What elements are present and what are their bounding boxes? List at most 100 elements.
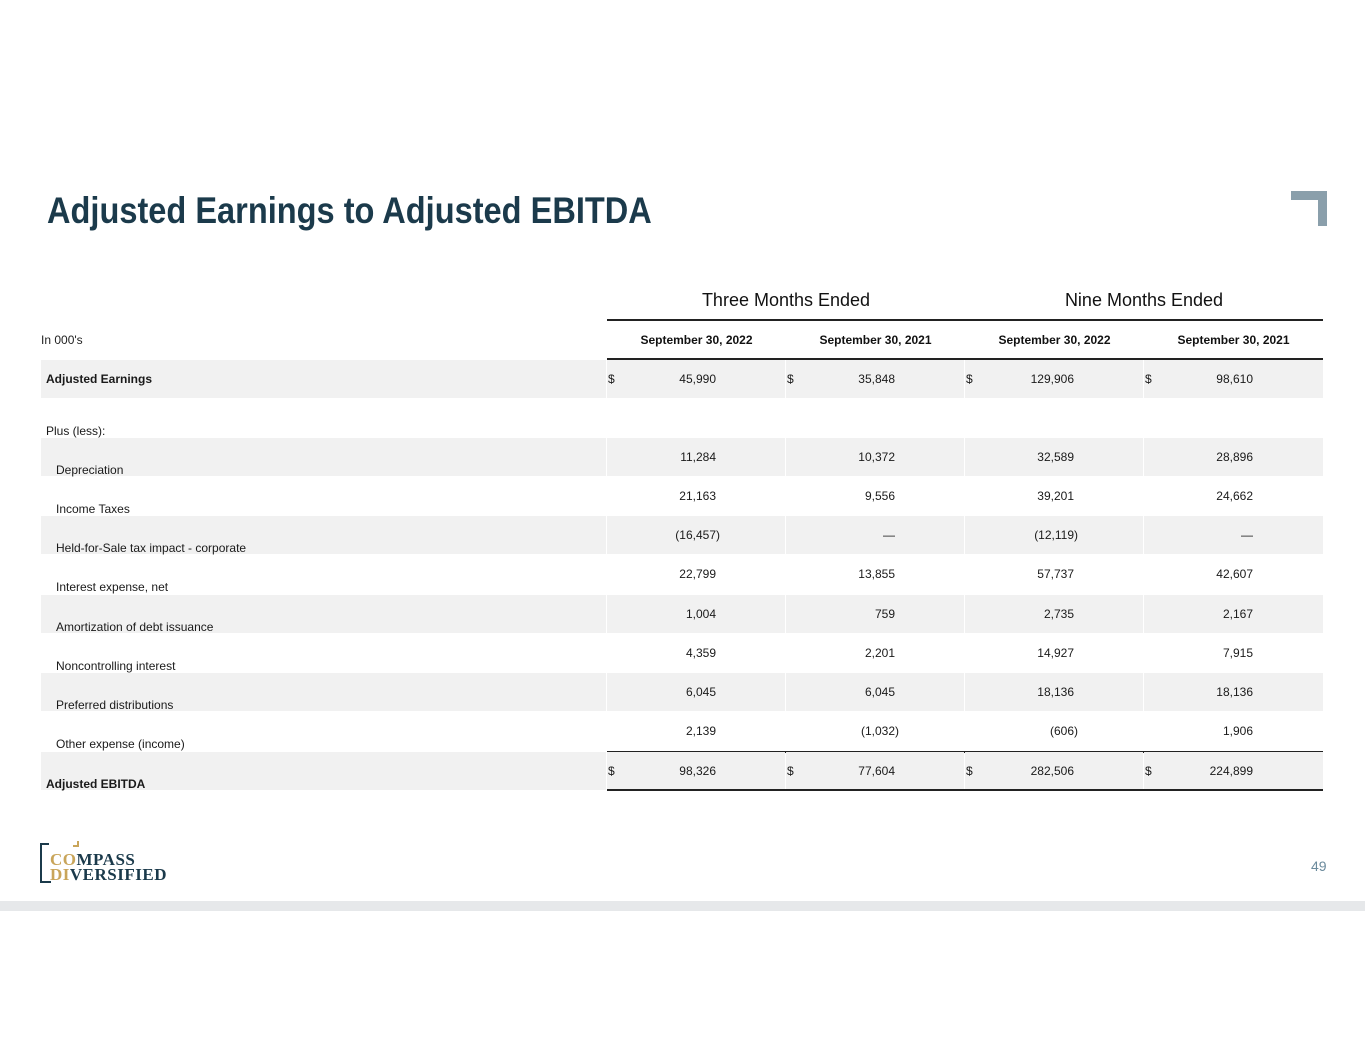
- section-label: Plus (less):: [46, 424, 106, 438]
- table-cell: —: [1144, 516, 1323, 554]
- cell-value: 11,284: [680, 450, 716, 464]
- table-cell: 32,589: [965, 438, 1144, 476]
- table-cell: 6,045: [607, 673, 786, 711]
- currency-symbol: $: [966, 764, 973, 778]
- logo-text-gold: DI: [50, 865, 70, 884]
- table-cell: $224,899: [1144, 752, 1323, 790]
- cell-value: 35,848: [858, 372, 895, 386]
- table-row: Amortization of debt issuance 1,004 759 …: [41, 595, 1323, 634]
- table-cell: 759: [786, 595, 965, 633]
- currency-symbol: $: [787, 372, 794, 386]
- column-header: September 30, 2022: [640, 333, 753, 347]
- column-header: September 30, 2022: [998, 333, 1111, 347]
- logo-text-navy: VERSIFIED: [69, 865, 167, 884]
- cell-value: 18,136: [1216, 685, 1253, 699]
- page-number: 49: [1311, 858, 1327, 874]
- cell-value: 77,604: [858, 764, 895, 778]
- row-label: Preferred distributions: [56, 698, 174, 712]
- footer-bar: [0, 901, 1365, 911]
- cell-value: (1,032): [860, 724, 899, 738]
- row-label: Other expense (income): [56, 737, 185, 751]
- row-label: Adjusted EBITDA: [46, 777, 146, 791]
- table-cell: 2,201: [786, 634, 965, 672]
- cell-value: 2,201: [864, 646, 895, 660]
- group-header-three-months: Three Months Ended: [701, 290, 871, 310]
- cell-value: 129,906: [1030, 372, 1074, 386]
- cell-value: (606): [1049, 724, 1078, 738]
- page-title: Adjusted Earnings to Adjusted EBITDA: [47, 190, 652, 231]
- table-row: Adjusted Earnings $45,990 $35,848 $129,9…: [41, 360, 1323, 398]
- table-row: Interest expense, net 22,799 13,855 57,7…: [41, 555, 1323, 594]
- table-row: Other expense (income) 2,139 (1,032) (60…: [41, 712, 1323, 751]
- cell-value: 24,662: [1216, 489, 1253, 503]
- cell-value: 7,915: [1222, 646, 1253, 660]
- cell-value: 32,589: [1037, 450, 1074, 464]
- table-cell: 4,359: [607, 634, 786, 672]
- table-cell: (12,119): [965, 516, 1144, 554]
- cell-value: 4,359: [685, 646, 716, 660]
- group-header-nine-months: Nine Months Ended: [1064, 290, 1224, 310]
- row-label: Amortization of debt issuance: [56, 620, 214, 634]
- cell-value: (16,457): [675, 528, 720, 542]
- logo-text-navy: MPASS: [76, 850, 136, 869]
- column-header: September 30, 2021: [819, 333, 932, 347]
- cell-value: 1,906: [1222, 724, 1253, 738]
- currency-symbol: $: [787, 764, 794, 778]
- table-cell: $45,990: [607, 360, 786, 398]
- table-cell: $98,610: [1144, 360, 1323, 398]
- currency-symbol: $: [608, 372, 615, 386]
- logo-text-gold: CO: [50, 850, 77, 869]
- table-cell: 7,915: [1144, 634, 1323, 672]
- table-cell: 42,607: [1144, 555, 1323, 593]
- table-cell: 1,906: [1144, 712, 1323, 750]
- table-cell: 14,927: [965, 634, 1144, 672]
- cell-value: 10,372: [858, 450, 895, 464]
- table-cell: 57,737: [965, 555, 1144, 593]
- table-row: Depreciation 11,284 10,372 32,589 28,896: [41, 438, 1323, 477]
- table-cell: 39,201: [965, 477, 1144, 515]
- company-logo: COMPASS DIVERSIFIED: [39, 840, 179, 884]
- row-label: Held-for-Sale tax impact - corporate: [56, 541, 247, 555]
- table-row: Noncontrolling interest 4,359 2,201 14,9…: [41, 634, 1323, 673]
- corner-bracket-icon: [1291, 191, 1327, 226]
- table-cell: 10,372: [786, 438, 965, 476]
- table-cell: $35,848: [786, 360, 965, 398]
- table-row: Preferred distributions 6,045 6,045 18,1…: [41, 673, 1323, 712]
- table-cell: 2,167: [1144, 595, 1323, 633]
- table-cell: $98,326: [607, 752, 786, 790]
- table-cell: 1,004: [607, 595, 786, 633]
- cell-value: 98,326: [679, 764, 716, 778]
- cell-value: 1,004: [685, 607, 716, 621]
- units-label: In 000's: [41, 333, 83, 347]
- cell-value: (12,119): [1034, 528, 1078, 542]
- row-label: Depreciation: [56, 463, 124, 477]
- table-cell: —: [786, 516, 965, 554]
- cell-value: 39,201: [1037, 489, 1074, 503]
- table-cell: 21,163: [607, 477, 786, 515]
- cell-value: 42,607: [1216, 567, 1253, 581]
- row-label: Noncontrolling interest: [56, 659, 176, 673]
- table-cell: 18,136: [965, 673, 1144, 711]
- currency-symbol: $: [608, 764, 615, 778]
- total-bottom-divider: [607, 789, 1323, 791]
- table-cell: 9,556: [786, 477, 965, 515]
- cell-value: 2,167: [1222, 607, 1253, 621]
- table-cell: 11,284: [607, 438, 786, 476]
- table-cell: 2,735: [965, 595, 1144, 633]
- cell-value: 22,799: [679, 567, 716, 581]
- cell-value: 759: [874, 607, 895, 621]
- currency-symbol: $: [966, 372, 973, 386]
- cell-value: 282,506: [1030, 764, 1074, 778]
- group-divider: [607, 319, 1323, 321]
- cell-value: 21,163: [679, 489, 716, 503]
- table-cell: 2,139: [607, 712, 786, 750]
- column-header: September 30, 2021: [1177, 333, 1290, 347]
- table-cell: 6,045: [786, 673, 965, 711]
- cell-value: 6,045: [685, 685, 716, 699]
- table-row-total: Adjusted EBITDA $98,326 $77,604 $282,506…: [41, 752, 1323, 791]
- table-cell: 28,896: [1144, 438, 1323, 476]
- table-row: Income Taxes 21,163 9,556 39,201 24,662: [41, 477, 1323, 516]
- row-label: Income Taxes: [56, 502, 130, 516]
- table-row: Held-for-Sale tax impact - corporate (16…: [41, 516, 1323, 555]
- currency-symbol: $: [1145, 764, 1152, 778]
